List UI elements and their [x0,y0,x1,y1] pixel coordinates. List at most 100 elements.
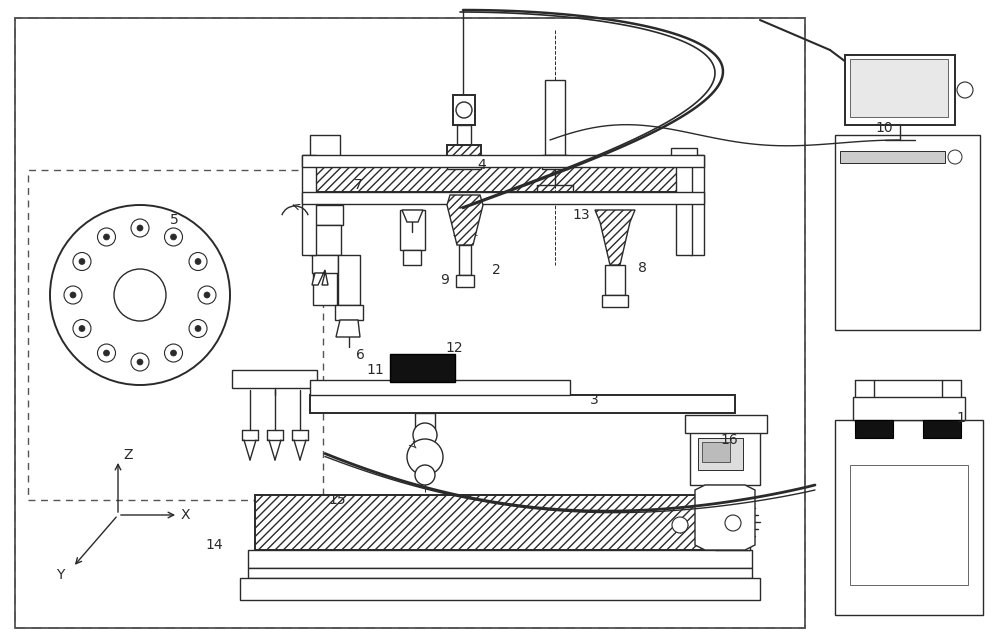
Bar [302,192,704,204]
Bar [302,155,316,255]
Bar [457,125,471,145]
Bar [15,18,805,628]
Bar [835,420,983,615]
Bar [853,397,965,420]
Circle shape [114,269,166,321]
Circle shape [948,150,962,164]
Text: 8: 8 [638,261,647,275]
Bar [835,135,980,330]
Bar [248,550,752,568]
Bar [308,160,698,192]
Bar [545,80,565,155]
Circle shape [170,234,176,240]
Circle shape [413,423,437,447]
Text: 16: 16 [720,433,738,447]
Circle shape [103,234,109,240]
Text: 2: 2 [492,263,501,277]
Circle shape [73,252,91,270]
Bar [845,55,955,125]
Bar [690,155,704,255]
Text: 15: 15 [328,493,346,507]
Bar [307,205,343,225]
Bar [415,413,435,429]
Bar [248,568,752,578]
Polygon shape [402,210,423,222]
Bar [447,159,481,169]
Circle shape [73,320,91,337]
Text: 4: 4 [477,158,486,172]
Circle shape [79,325,85,332]
Text: 3: 3 [590,393,599,407]
Circle shape [170,350,176,356]
Circle shape [164,344,182,362]
Bar [302,155,704,167]
Bar [400,210,425,250]
Bar [456,275,474,287]
Text: 9: 9 [440,273,449,287]
Bar [602,295,628,307]
Bar [715,495,750,550]
Circle shape [198,286,216,304]
Circle shape [195,325,201,332]
Bar [309,225,341,255]
Circle shape [131,219,149,237]
Bar [542,155,568,169]
Circle shape [957,82,973,98]
Circle shape [79,259,85,265]
Bar [850,59,948,117]
Bar [390,354,455,382]
Circle shape [189,252,207,270]
Bar [671,148,697,160]
Bar [338,255,360,305]
Bar [676,155,692,255]
Bar [685,415,767,433]
Bar [850,465,968,585]
Bar [453,95,475,125]
Circle shape [164,228,182,246]
Bar [28,170,323,500]
Polygon shape [336,320,360,337]
Circle shape [204,292,210,298]
Bar [459,245,471,275]
Text: 10: 10 [875,121,893,135]
Circle shape [137,225,143,231]
Bar [447,145,481,159]
Bar [840,151,945,163]
Text: 13: 13 [572,208,590,222]
Circle shape [70,292,76,298]
Circle shape [456,102,472,118]
Text: 6: 6 [356,348,365,362]
Circle shape [131,353,149,371]
Bar [15,18,805,628]
Circle shape [189,320,207,337]
Text: 1: 1 [956,411,965,425]
Bar [232,370,317,388]
Circle shape [98,344,116,362]
Circle shape [407,439,443,475]
Text: 11: 11 [366,363,384,377]
Bar [335,305,363,320]
Circle shape [195,259,201,265]
Circle shape [50,205,230,385]
Text: Z: Z [123,448,132,462]
Polygon shape [312,270,328,285]
Bar [313,185,337,305]
Text: 5: 5 [170,213,179,227]
Text: X: X [181,508,190,522]
Bar [310,395,735,413]
Circle shape [137,359,143,365]
Text: Y: Y [56,568,64,582]
Circle shape [672,517,688,533]
Polygon shape [595,210,635,265]
Circle shape [104,350,110,356]
Polygon shape [447,195,483,245]
Bar [698,438,743,470]
Circle shape [97,228,115,246]
Bar [310,380,570,395]
Bar [240,578,760,600]
Bar [255,495,745,550]
Bar [690,430,760,485]
Polygon shape [695,485,755,550]
Bar [310,135,340,185]
Bar [605,265,625,295]
